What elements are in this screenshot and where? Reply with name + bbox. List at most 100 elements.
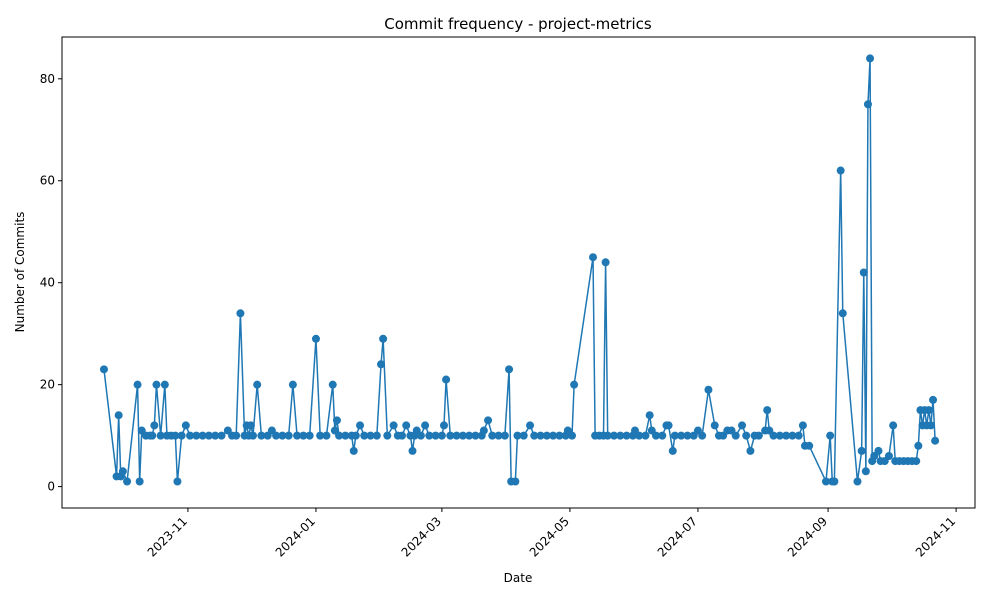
- point: [929, 395, 938, 404]
- point: [775, 431, 784, 440]
- point: [360, 431, 369, 440]
- y-tick-label: 0: [47, 480, 55, 494]
- point: [549, 431, 558, 440]
- point: [769, 431, 778, 440]
- point: [505, 365, 514, 374]
- point: [366, 431, 375, 440]
- point: [542, 431, 551, 440]
- point: [488, 431, 497, 440]
- point: [912, 457, 921, 466]
- point: [192, 431, 201, 440]
- point: [328, 380, 337, 389]
- point: [160, 380, 169, 389]
- point: [742, 431, 751, 440]
- point: [372, 431, 381, 440]
- point: [698, 431, 707, 440]
- point: [530, 431, 539, 440]
- point: [351, 431, 360, 440]
- point: [570, 380, 579, 389]
- point: [377, 360, 386, 369]
- point: [156, 431, 165, 440]
- point: [332, 416, 341, 425]
- point: [568, 431, 577, 440]
- point: [519, 431, 528, 440]
- point: [186, 431, 195, 440]
- point: [305, 431, 314, 440]
- point: [458, 431, 467, 440]
- point: [746, 446, 755, 455]
- point: [484, 416, 493, 425]
- point: [389, 421, 398, 430]
- point: [177, 431, 186, 440]
- point: [211, 431, 220, 440]
- point: [683, 431, 692, 440]
- point: [379, 334, 388, 343]
- y-axis-label: Number of Commits: [13, 212, 27, 333]
- point: [118, 467, 127, 476]
- point: [788, 431, 797, 440]
- point: [299, 431, 308, 440]
- plot-frame: [61, 36, 976, 509]
- point: [421, 421, 430, 430]
- point: [931, 436, 940, 445]
- point: [884, 452, 893, 461]
- point: [99, 365, 108, 374]
- point: [866, 54, 875, 63]
- x-axis-label: Date: [504, 571, 533, 585]
- point: [257, 431, 266, 440]
- point: [335, 431, 344, 440]
- y-tick-label: 80: [40, 72, 55, 86]
- point: [836, 166, 845, 175]
- point: [622, 431, 631, 440]
- point: [278, 431, 287, 440]
- point: [341, 431, 350, 440]
- point: [152, 380, 161, 389]
- point: [830, 477, 839, 486]
- point: [204, 431, 213, 440]
- point: [135, 477, 144, 486]
- point: [416, 431, 425, 440]
- point: [173, 477, 182, 486]
- point: [217, 431, 226, 440]
- point: [710, 421, 719, 430]
- point: [248, 431, 257, 440]
- point: [555, 431, 564, 440]
- point: [889, 421, 898, 430]
- point: [664, 421, 673, 430]
- point: [782, 431, 791, 440]
- point: [914, 441, 923, 450]
- point: [826, 431, 835, 440]
- point: [794, 431, 803, 440]
- point: [322, 431, 331, 440]
- point: [924, 406, 933, 415]
- point: [253, 380, 262, 389]
- point: [754, 431, 763, 440]
- chart-title: Commit frequency - project-metrics: [384, 15, 652, 33]
- point: [763, 406, 772, 415]
- point: [738, 421, 747, 430]
- point: [232, 431, 241, 440]
- point: [356, 421, 365, 430]
- point: [926, 421, 935, 430]
- point: [645, 411, 654, 420]
- point: [651, 431, 660, 440]
- point: [431, 431, 440, 440]
- point: [114, 411, 123, 420]
- point: [181, 421, 190, 430]
- y-tick-label: 60: [40, 174, 55, 188]
- point: [425, 431, 434, 440]
- point: [635, 431, 644, 440]
- point: [670, 431, 679, 440]
- point: [859, 268, 868, 277]
- point: [148, 431, 157, 440]
- point: [402, 421, 411, 430]
- point: [805, 441, 814, 450]
- point: [511, 477, 520, 486]
- point: [437, 431, 446, 440]
- point: [349, 446, 358, 455]
- point: [236, 309, 245, 318]
- point: [821, 477, 830, 486]
- point: [863, 100, 872, 109]
- point: [471, 431, 480, 440]
